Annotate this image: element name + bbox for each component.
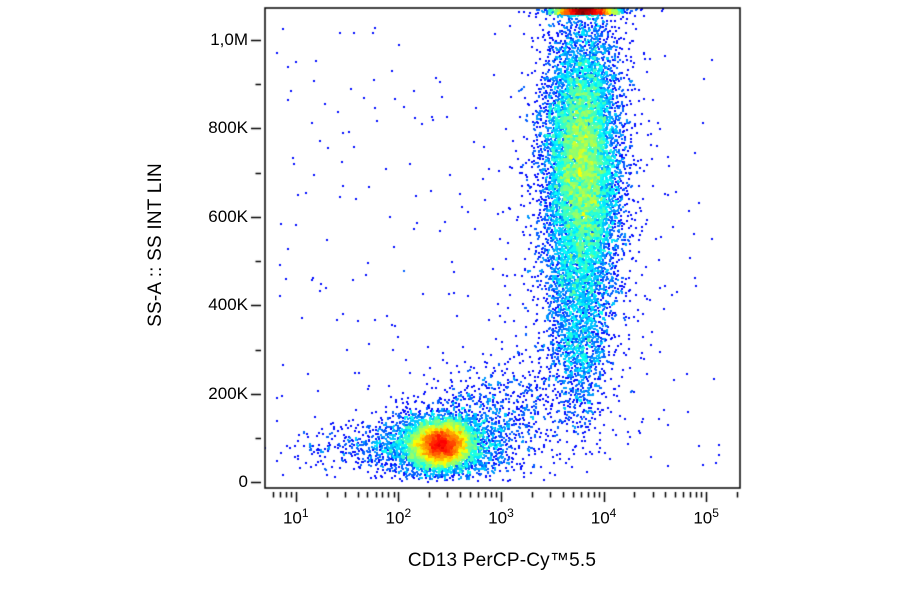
x-tick-exponent: 2 [404,506,412,520]
x-tick-exponent: 5 [712,506,719,520]
y-tick-label: 800K [208,118,248,138]
x-tick-exponent: 1 [301,506,309,520]
y-tick-label: 0 [238,472,248,492]
y-tick-label: 400K [208,295,248,315]
x-tick-label: 105 [693,506,719,528]
x-tick-exponent: 4 [609,506,617,520]
x-tick-label: 103 [488,506,514,528]
y-axis-label: SS-A :: SS INT LIN [145,163,166,327]
y-tick-label: 200K [208,383,248,403]
x-tick-label: 104 [590,506,617,528]
y-tick-label: 1,0M [210,29,248,49]
y-tick-label: 600K [208,206,248,226]
x-tick-label: 102 [385,506,412,528]
x-tick-exponent: 3 [507,506,514,520]
x-axis-label: CD13 PerCP-Cy™5.5 [407,550,597,571]
x-tick-label: 101 [282,506,309,528]
